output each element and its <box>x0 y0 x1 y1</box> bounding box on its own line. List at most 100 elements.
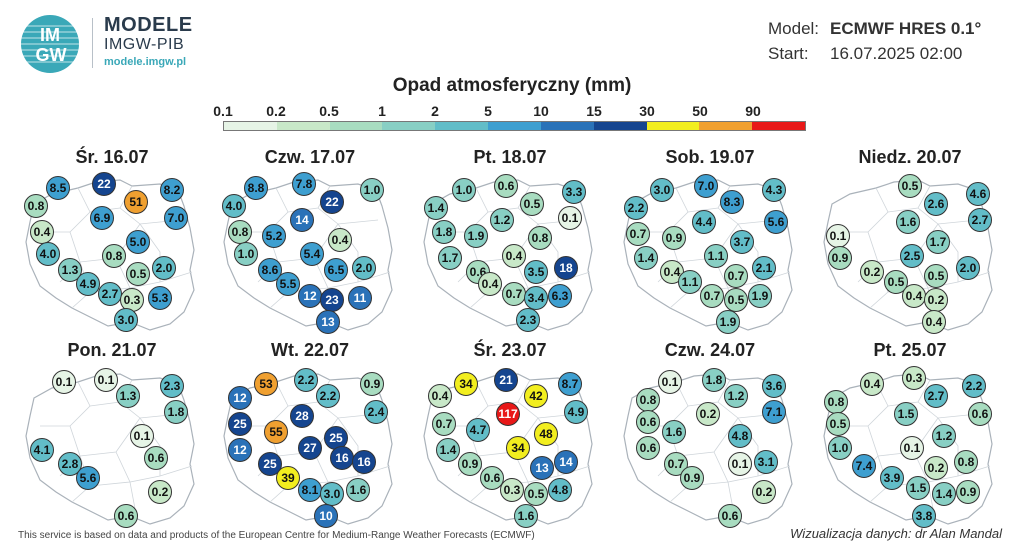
precip-value-marker: 53 <box>254 372 278 396</box>
precip-value-marker: 42 <box>524 384 548 408</box>
precip-value-marker: 5.4 <box>300 242 324 266</box>
model-value: ECMWF HRES 0.1° <box>830 18 982 38</box>
precip-value-marker: 0.3 <box>902 366 926 390</box>
start-value: 16.07.2025 02:00 <box>830 43 963 63</box>
precip-value-marker: 1.4 <box>436 438 460 462</box>
precip-value-marker: 0.6 <box>636 410 660 434</box>
precip-value-marker: 4.7 <box>466 418 490 442</box>
precip-value-marker: 0.4 <box>902 284 926 308</box>
precip-value-marker: 1.0 <box>234 242 258 266</box>
precip-value-marker: 3.5 <box>524 260 548 284</box>
precip-value-marker: 2.1 <box>752 256 776 280</box>
precip-value-marker: 1.5 <box>894 402 918 426</box>
precip-value-marker: 1.0 <box>828 436 852 460</box>
precip-value-marker: 0.6 <box>494 174 518 198</box>
precip-value-marker: 5.6 <box>764 210 788 234</box>
poland-map: 53 2.2 0.9 12 2.2 2.4 25 28 55 25 12 27 25 16 16 39 8.1 3… <box>218 366 398 531</box>
precip-value-marker: 2.2 <box>624 196 648 220</box>
precip-value-marker: 1.3 <box>58 258 82 282</box>
precip-value-marker: 4.4 <box>692 210 716 234</box>
precip-value-marker: 0.5 <box>520 192 544 216</box>
precip-value-marker: 1.9 <box>716 310 740 334</box>
precip-value-marker: 18 <box>554 256 578 280</box>
precip-value-marker: 28 <box>290 404 314 428</box>
start-row: Start: 16.07.2025 02:00 <box>768 41 981 66</box>
precip-value-marker: 0.8 <box>636 388 660 412</box>
panel-date-title: Pt. 25.07 <box>873 340 947 360</box>
precip-value-marker: 2.7 <box>98 282 122 306</box>
precip-value-marker: 2.5 <box>900 244 924 268</box>
precip-value-marker: 1.0 <box>452 178 476 202</box>
precip-value-marker: 1.6 <box>514 504 538 528</box>
precip-value-marker: 3.7 <box>730 230 754 254</box>
precip-value-marker: 1.4 <box>634 246 658 270</box>
model-row: Model: ECMWF HRES 0.1° <box>768 16 981 41</box>
precip-value-marker: 8.5 <box>46 176 70 200</box>
precip-value-marker: 25 <box>258 452 282 476</box>
precip-value-marker: 0.7 <box>626 222 650 246</box>
precip-value-marker: 1.9 <box>464 224 488 248</box>
precip-value-marker: 1.2 <box>490 208 514 232</box>
precip-value-marker: 10 <box>314 504 338 528</box>
panel-date-title: Sob. 19.07 <box>665 147 755 167</box>
precip-value-marker: 0.9 <box>662 226 686 250</box>
poland-map: 8.5 22 8.2 0.8 51 6.9 7.0 0.4 5.0 4.0 0.8 2.0 1.3 0.5… <box>20 172 200 337</box>
precip-value-marker: 3.0 <box>320 482 344 506</box>
precip-value-marker: 4.8 <box>728 424 752 448</box>
precip-value-marker: 0.4 <box>478 272 502 296</box>
precip-value-marker: 4.0 <box>222 194 246 218</box>
model-meta: Model: ECMWF HRES 0.1° Start: 16.07.2025… <box>768 16 981 66</box>
precip-value-marker: 4.3 <box>762 178 786 202</box>
precip-value-marker: 13 <box>530 456 554 480</box>
precip-value-marker: 12 <box>228 438 252 462</box>
precip-value-marker: 0.1 <box>558 206 582 230</box>
precip-value-marker: 4.6 <box>966 182 990 206</box>
brand-title: MODELE <box>104 14 193 36</box>
precip-value-marker: 0.1 <box>728 452 752 476</box>
precip-value-marker: 0.2 <box>924 456 948 480</box>
precip-value-marker: 39 <box>276 466 300 490</box>
precip-value-marker: 0.1 <box>130 424 154 448</box>
precip-value-marker: 1.8 <box>432 220 456 244</box>
brand-url-link[interactable]: modele.imgw.pl <box>104 56 187 68</box>
legend-tick-label: 5 <box>484 103 492 119</box>
legend-tick-label: 15 <box>586 103 602 119</box>
precip-value-marker: 7.0 <box>694 174 718 198</box>
precip-value-marker: 1.7 <box>926 230 950 254</box>
precip-value-marker: 34 <box>454 372 478 396</box>
precip-value-marker: 0.6 <box>968 402 992 426</box>
legend-swatch <box>382 122 436 130</box>
precip-value-marker: 0.5 <box>524 482 548 506</box>
precip-value-marker: 0.4 <box>30 220 54 244</box>
precip-value-marker: 3.3 <box>562 180 586 204</box>
legend-color-bar <box>223 121 806 131</box>
precip-value-marker: 3.9 <box>880 466 904 490</box>
panel-date-title: Śr. 23.07 <box>473 340 547 360</box>
precip-value-marker: 14 <box>554 450 578 474</box>
brand-subtitle: IMGW-PIB <box>104 36 185 53</box>
precip-value-marker: 2.7 <box>924 384 948 408</box>
precip-value-marker: 5.2 <box>262 224 286 248</box>
precip-value-marker: 11 <box>348 286 372 310</box>
precip-value-marker: 6.9 <box>90 206 114 230</box>
precip-value-marker: 34 <box>506 436 530 460</box>
precip-value-marker: 1.2 <box>932 424 956 448</box>
legend-tick-label: 1 <box>378 103 386 119</box>
precip-value-marker: 0.8 <box>24 194 48 218</box>
precip-value-marker: 1.0 <box>360 178 384 202</box>
legend-swatch <box>699 122 753 130</box>
poland-map: 3.0 7.0 4.3 2.2 8.3 5.6 4.4 0.7 0.9 3.7 1.4 1.1 0.7 2… <box>618 172 798 337</box>
precip-value-marker: 0.4 <box>328 228 352 252</box>
panel-date-title: Pon. 21.07 <box>67 340 157 360</box>
poland-map: 1.0 0.6 3.3 1.4 0.5 1.2 0.1 1.8 1.9 0.8 1.7 0.4 18 0.… <box>418 172 598 337</box>
precip-value-marker: 0.1 <box>658 370 682 394</box>
poland-map: 0.1 1.8 3.6 0.8 1.2 7.1 0.6 0.2 1.6 4.8 0.6 0.7 0.1 3… <box>618 366 798 531</box>
precip-value-marker: 0.7 <box>664 452 688 476</box>
legend-tick-label: 2 <box>431 103 439 119</box>
precip-value-marker: 0.9 <box>956 480 980 504</box>
precip-value-marker: 0.2 <box>860 260 884 284</box>
precip-value-marker: 4.9 <box>564 400 588 424</box>
precip-value-marker: 4.8 <box>548 478 572 502</box>
precip-value-marker: 1.4 <box>424 196 448 220</box>
precip-value-marker: 21 <box>494 368 518 392</box>
